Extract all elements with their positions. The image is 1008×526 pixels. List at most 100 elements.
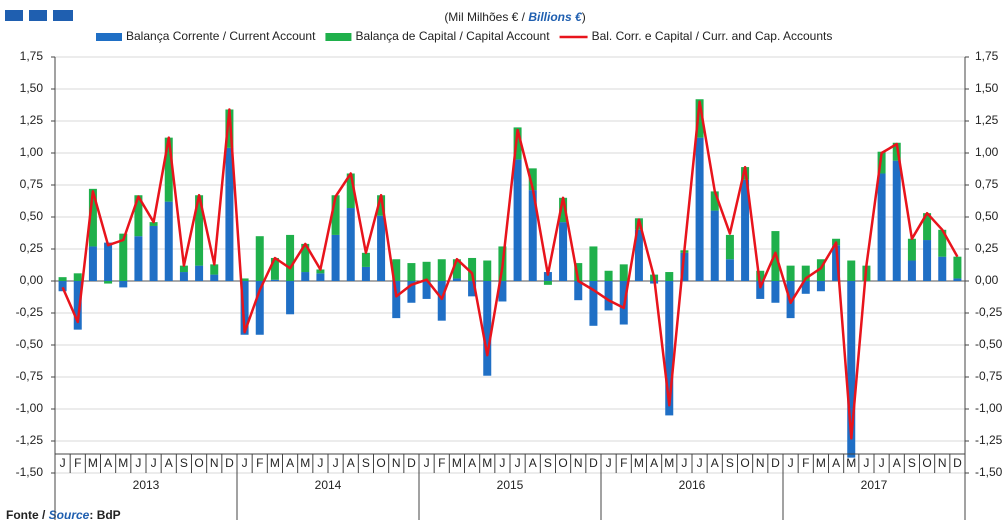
x-tick-label: S: [180, 456, 188, 470]
bar: [301, 272, 310, 281]
bar: [923, 240, 932, 281]
y-tick-label: 1,75: [20, 49, 44, 63]
y-tick-label: 1,25: [20, 113, 44, 127]
source-english: Source: [49, 508, 90, 522]
x-tick-label: J: [788, 456, 794, 470]
bar: [164, 201, 173, 281]
bar: [195, 265, 204, 281]
logo-block: [5, 10, 23, 21]
x-tick-label: O: [376, 456, 385, 470]
bar: [877, 173, 886, 281]
bar: [255, 236, 264, 281]
bar: [164, 137, 173, 202]
y2-tick-label: 0,00: [975, 273, 999, 287]
bar: [346, 173, 355, 209]
bar: [270, 279, 279, 281]
x-tick-label: N: [210, 456, 219, 470]
y-tick-label: 0,50: [20, 209, 44, 223]
bar: [923, 213, 932, 241]
y-tick-label: -0,50: [16, 337, 44, 351]
bar: [392, 259, 401, 281]
bar: [695, 99, 704, 138]
bar: [574, 281, 583, 301]
x-tick-label: J: [151, 456, 157, 470]
bar: [801, 281, 810, 294]
bar: [816, 281, 825, 292]
year-label: 2016: [679, 478, 706, 492]
y2-tick-label: 1,75: [975, 49, 999, 63]
x-tick-label: F: [802, 456, 809, 470]
bar: [316, 269, 325, 274]
bar: [73, 273, 82, 281]
bar: [407, 263, 416, 281]
x-tick-label: O: [558, 456, 567, 470]
bar: [88, 246, 97, 281]
bar: [801, 265, 810, 281]
bar: [346, 208, 355, 281]
x-tick-label: D: [771, 456, 780, 470]
bar: [240, 278, 249, 281]
bar: [361, 252, 370, 267]
x-tick-label: M: [816, 456, 826, 470]
bar: [756, 270, 765, 281]
bar: [756, 281, 765, 299]
bar: [437, 259, 446, 281]
bar: [468, 281, 477, 297]
bar: [58, 277, 67, 281]
y2-tick-label: 0,75: [975, 177, 999, 191]
bar: [407, 281, 416, 303]
bar: [710, 210, 719, 281]
bar: [665, 272, 674, 281]
bar: [225, 109, 234, 148]
bar: [331, 234, 340, 281]
x-tick-label: J: [879, 456, 885, 470]
logo-block: [53, 10, 73, 21]
legend-swatch: [325, 33, 352, 41]
bar: [771, 281, 780, 303]
bar: [58, 281, 67, 292]
y2-tick-label: -0,75: [975, 369, 1003, 383]
bar: [604, 270, 613, 281]
bar: [710, 191, 719, 211]
x-tick-label: F: [620, 456, 627, 470]
x-tick-label: S: [544, 456, 552, 470]
x-tick-label: S: [908, 456, 916, 470]
bar: [559, 222, 568, 281]
bar: [574, 263, 583, 281]
bar: [589, 246, 598, 281]
y-tick-label: -0,25: [16, 305, 44, 319]
x-tick-label: A: [650, 456, 658, 470]
bar: [134, 195, 143, 237]
legend-label: Balança de Capital / Capital Account: [355, 29, 550, 43]
x-tick-label: F: [74, 456, 81, 470]
bar: [468, 257, 477, 281]
bar: [195, 195, 204, 266]
y-tick-label: -1,25: [16, 433, 44, 447]
bar: [938, 229, 947, 257]
bar: [225, 147, 234, 281]
bar: [907, 260, 916, 281]
bar: [634, 229, 643, 281]
bar: [953, 256, 962, 279]
y2-tick-label: -1,50: [975, 465, 1003, 479]
bar: [741, 179, 750, 281]
x-tick-label: J: [499, 456, 505, 470]
x-tick-label: J: [606, 456, 612, 470]
x-tick-label: A: [286, 456, 294, 470]
bar: [149, 222, 158, 226]
bar: [286, 281, 295, 315]
y2-tick-label: 1,50: [975, 81, 999, 95]
bar: [286, 234, 295, 281]
bar: [316, 273, 325, 281]
x-tick-label: J: [863, 456, 869, 470]
y-tick-label: 0,75: [20, 177, 44, 191]
x-tick-label: O: [740, 456, 749, 470]
x-tick-label: F: [256, 456, 263, 470]
y2-tick-label: 1,25: [975, 113, 999, 127]
y2-tick-label: 0,25: [975, 241, 999, 255]
bar: [210, 274, 219, 281]
x-tick-label: O: [922, 456, 931, 470]
x-tick-label: D: [953, 456, 962, 470]
legend-swatch: [96, 33, 122, 41]
bar: [543, 272, 552, 281]
